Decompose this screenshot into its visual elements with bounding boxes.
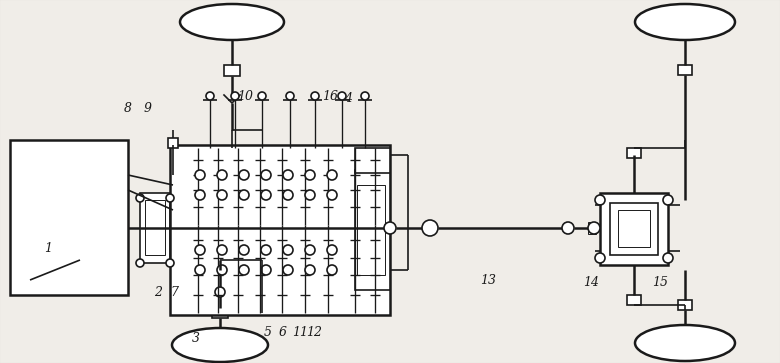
Circle shape bbox=[239, 245, 249, 255]
Bar bbox=[355, 148, 390, 173]
Text: 13: 13 bbox=[480, 273, 496, 286]
Circle shape bbox=[327, 170, 337, 180]
Text: 15: 15 bbox=[652, 277, 668, 290]
Text: 16: 16 bbox=[322, 90, 338, 103]
Circle shape bbox=[206, 92, 214, 100]
Circle shape bbox=[217, 190, 227, 200]
Text: 1: 1 bbox=[44, 241, 52, 254]
Text: 5: 5 bbox=[264, 326, 272, 339]
Ellipse shape bbox=[180, 4, 284, 40]
Bar bbox=[618, 210, 650, 247]
Circle shape bbox=[327, 245, 337, 255]
Circle shape bbox=[136, 259, 144, 267]
Bar bbox=[588, 222, 596, 234]
Circle shape bbox=[422, 220, 438, 236]
Circle shape bbox=[166, 194, 174, 202]
Circle shape bbox=[239, 190, 249, 200]
Bar bbox=[168, 138, 178, 148]
Circle shape bbox=[595, 195, 605, 205]
Bar bbox=[627, 295, 641, 305]
Circle shape bbox=[261, 265, 271, 275]
Bar bbox=[212, 308, 228, 318]
Circle shape bbox=[239, 265, 249, 275]
Circle shape bbox=[305, 170, 315, 180]
Bar bbox=[170, 145, 390, 315]
Circle shape bbox=[305, 245, 315, 255]
Text: 9: 9 bbox=[144, 102, 152, 114]
Circle shape bbox=[305, 190, 315, 200]
Circle shape bbox=[195, 170, 205, 180]
Text: 12: 12 bbox=[306, 326, 322, 339]
Circle shape bbox=[195, 190, 205, 200]
Text: 10: 10 bbox=[237, 90, 253, 103]
Bar bbox=[600, 193, 668, 265]
Bar bbox=[627, 148, 641, 158]
Text: 2: 2 bbox=[154, 286, 162, 299]
Circle shape bbox=[286, 92, 294, 100]
Bar bbox=[10, 140, 128, 295]
Ellipse shape bbox=[635, 4, 735, 40]
Circle shape bbox=[283, 245, 293, 255]
Circle shape bbox=[258, 92, 266, 100]
Circle shape bbox=[195, 265, 205, 275]
Text: 7: 7 bbox=[170, 286, 178, 299]
Bar bbox=[145, 200, 165, 255]
Circle shape bbox=[663, 253, 673, 263]
Text: 8: 8 bbox=[124, 102, 132, 114]
Bar bbox=[610, 203, 658, 255]
Circle shape bbox=[283, 265, 293, 275]
Bar bbox=[678, 300, 692, 310]
Circle shape bbox=[231, 92, 239, 100]
Circle shape bbox=[588, 222, 600, 234]
Circle shape bbox=[338, 92, 346, 100]
Bar bbox=[224, 65, 240, 76]
Circle shape bbox=[261, 245, 271, 255]
Circle shape bbox=[217, 170, 227, 180]
Circle shape bbox=[562, 222, 574, 234]
Circle shape bbox=[217, 265, 227, 275]
Ellipse shape bbox=[172, 328, 268, 362]
Bar bbox=[678, 65, 692, 75]
Circle shape bbox=[327, 265, 337, 275]
Circle shape bbox=[327, 190, 337, 200]
Circle shape bbox=[217, 245, 227, 255]
Circle shape bbox=[663, 195, 673, 205]
Circle shape bbox=[195, 245, 205, 255]
Text: 14: 14 bbox=[583, 277, 599, 290]
Bar bbox=[140, 193, 170, 263]
Circle shape bbox=[384, 222, 396, 234]
Bar bbox=[357, 185, 385, 275]
Text: 4: 4 bbox=[344, 91, 352, 105]
Text: 6: 6 bbox=[279, 326, 287, 339]
Circle shape bbox=[261, 170, 271, 180]
Circle shape bbox=[215, 287, 225, 297]
Text: 3: 3 bbox=[192, 331, 200, 344]
Circle shape bbox=[166, 259, 174, 267]
Circle shape bbox=[361, 92, 369, 100]
Circle shape bbox=[136, 194, 144, 202]
Circle shape bbox=[595, 253, 605, 263]
Bar bbox=[355, 170, 390, 290]
Circle shape bbox=[283, 190, 293, 200]
Circle shape bbox=[283, 170, 293, 180]
Text: 11: 11 bbox=[292, 326, 308, 339]
Circle shape bbox=[311, 92, 319, 100]
Ellipse shape bbox=[635, 325, 735, 361]
Circle shape bbox=[261, 190, 271, 200]
Circle shape bbox=[305, 265, 315, 275]
Circle shape bbox=[239, 170, 249, 180]
